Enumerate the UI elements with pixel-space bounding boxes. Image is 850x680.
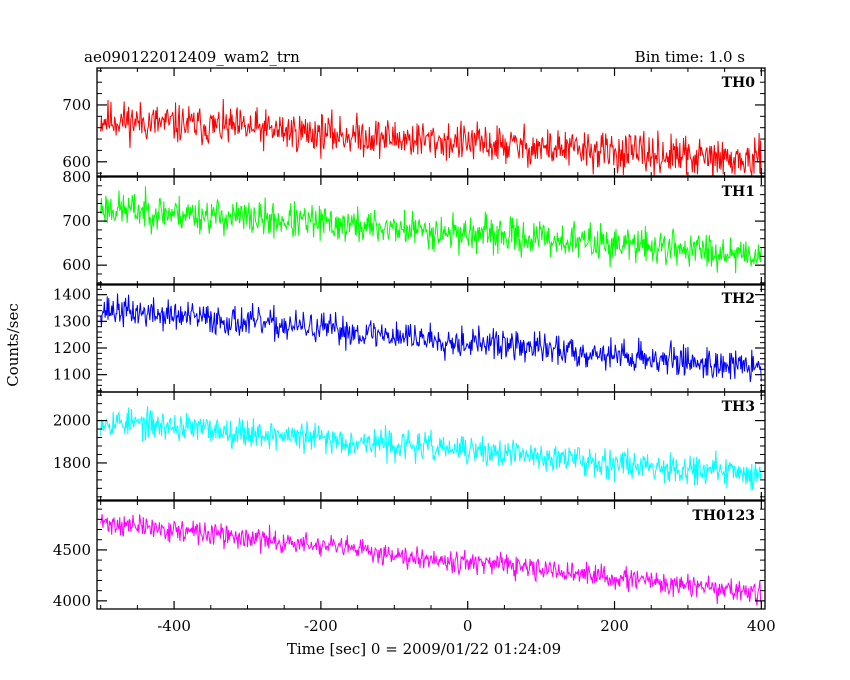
y-tick-label: 4000 [53, 592, 91, 610]
series-line-th0123 [100, 514, 762, 606]
panel-frame [96, 500, 766, 610]
series-line-th2 [100, 293, 762, 383]
panel-label-th0123: TH0123 [692, 508, 755, 524]
y-axis-title: Counts/sec [4, 303, 22, 387]
y-tick-label: 600 [62, 153, 91, 171]
x-tick-label: 200 [600, 617, 629, 635]
x-tick-label: 0 [463, 617, 473, 635]
panel-label-th2: TH2 [722, 291, 755, 307]
y-tick-label: 800 [62, 168, 91, 186]
x-axis-title: Time [sec] 0 = 2009/01/22 01:24:09 [287, 640, 561, 658]
panel-frame [96, 391, 766, 501]
series-line-th0 [100, 99, 762, 176]
series-line-th3 [100, 406, 762, 491]
y-tick-label: 1100 [53, 366, 91, 384]
y-tick-label: 4500 [53, 541, 91, 559]
panel-label-th0: TH0 [722, 75, 756, 91]
chart-title: ae090122012409_wam2_trn [84, 48, 300, 66]
y-tick-label: 1800 [53, 454, 91, 472]
bin-time-label: Bin time: 1.0 s [635, 48, 745, 66]
x-tick-label: -200 [304, 617, 338, 635]
x-tick-label: 400 [747, 617, 776, 635]
y-tick-label: 2000 [53, 412, 91, 430]
y-tick-label: 1400 [53, 286, 91, 304]
x-tick-label: -400 [157, 617, 191, 635]
panel-label-th3: TH3 [722, 399, 755, 415]
y-tick-label: 1200 [53, 339, 91, 357]
y-tick-label: 600 [62, 256, 91, 274]
panel-label-th1: TH1 [722, 184, 755, 200]
y-tick-label: 700 [62, 212, 91, 230]
y-tick-label: 700 [62, 96, 91, 114]
y-tick-label: 1300 [53, 312, 91, 330]
series-line-th1 [100, 186, 762, 274]
panels-group: 600 700 TH0 600 700 800 TH1 1100 1200 1300 1400 TH2… [53, 67, 776, 635]
